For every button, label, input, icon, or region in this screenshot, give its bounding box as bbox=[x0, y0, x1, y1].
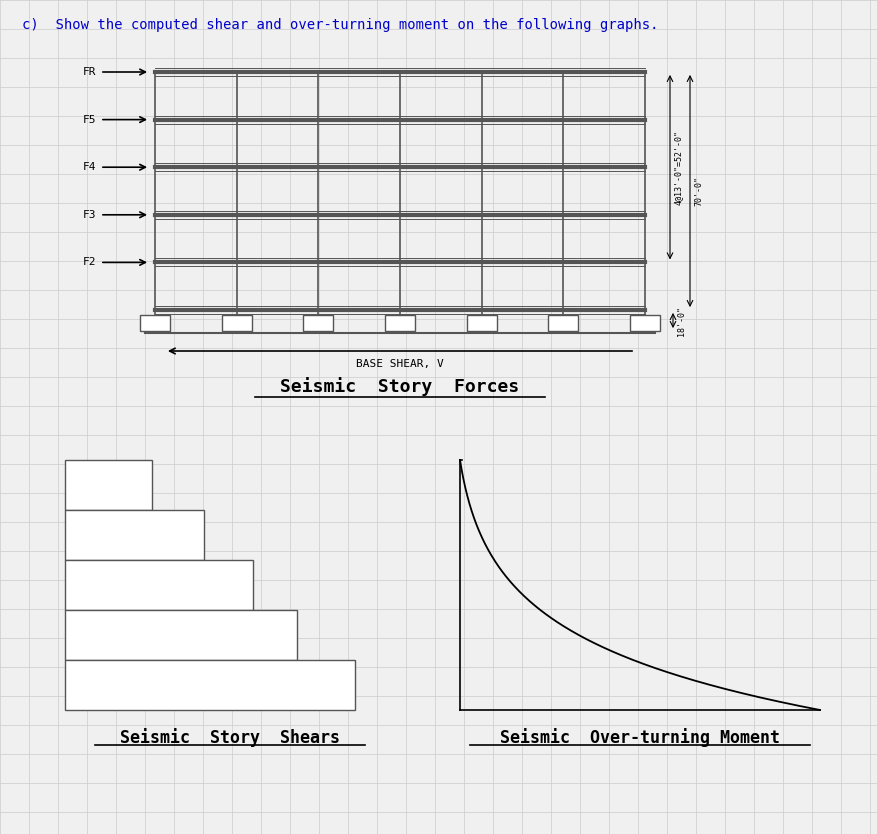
Text: Seismic  Story  Forces: Seismic Story Forces bbox=[280, 377, 519, 396]
Bar bbox=[221, 315, 252, 331]
Text: FR: FR bbox=[82, 67, 96, 77]
Bar bbox=[548, 315, 578, 331]
Text: F3: F3 bbox=[82, 210, 96, 220]
Bar bbox=[65, 560, 253, 610]
Text: F5: F5 bbox=[82, 114, 96, 124]
Bar bbox=[630, 315, 660, 331]
Text: Seismic  Over-turning Moment: Seismic Over-turning Moment bbox=[499, 728, 779, 747]
Bar bbox=[65, 510, 204, 560]
Text: 70'-0": 70'-0" bbox=[693, 176, 702, 206]
Text: F2: F2 bbox=[82, 258, 96, 268]
Bar bbox=[467, 315, 496, 331]
Bar bbox=[65, 610, 296, 660]
Text: 18'-0": 18'-0" bbox=[676, 305, 685, 335]
Bar bbox=[65, 460, 152, 510]
Bar bbox=[303, 315, 333, 331]
Bar bbox=[65, 660, 354, 710]
Text: 4@13'-0"=52'-0": 4@13'-0"=52'-0" bbox=[674, 130, 682, 204]
Text: c)  Show the computed shear and over-turning moment on the following graphs.: c) Show the computed shear and over-turn… bbox=[22, 18, 658, 32]
Text: BASE SHEAR, V: BASE SHEAR, V bbox=[356, 359, 444, 369]
Bar bbox=[139, 315, 170, 331]
Bar bbox=[384, 315, 415, 331]
Text: F4: F4 bbox=[82, 162, 96, 172]
Text: Seismic  Story  Shears: Seismic Story Shears bbox=[120, 728, 339, 747]
